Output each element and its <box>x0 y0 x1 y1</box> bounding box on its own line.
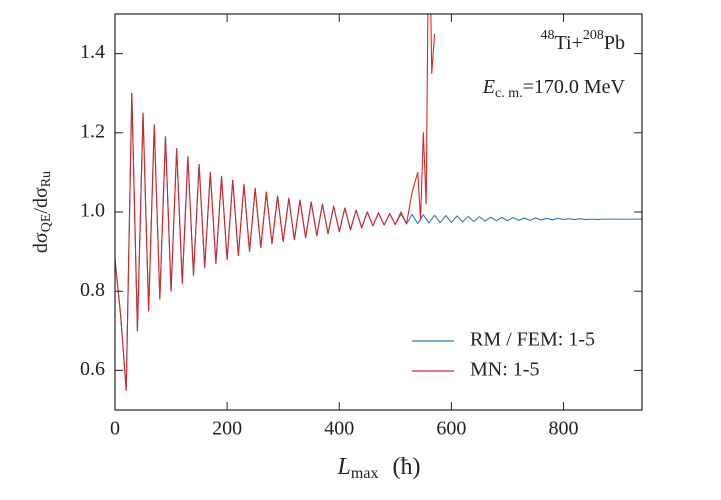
y-tick-label: 1.4 <box>80 41 105 63</box>
legend-label: RM / FEM: 1-5 <box>470 329 595 351</box>
y-tick-label: 0.8 <box>80 279 105 301</box>
x-tick-label: 800 <box>549 418 579 440</box>
annotation: 48Ti+208Pb <box>541 28 625 53</box>
y-axis-label: dσQE/dσRu <box>30 171 55 253</box>
plot-frame <box>114 13 643 411</box>
y-tick-label: 1.0 <box>80 200 105 222</box>
x-axis-label: Lmax (ħ) <box>337 454 421 482</box>
energy-annotation: Ec. m.=170.0 MeV <box>482 76 626 102</box>
y-tick-label: 1.2 <box>80 120 105 142</box>
x-tick-label: 200 <box>212 418 242 440</box>
x-tick-label: 600 <box>436 418 466 440</box>
legend-label: MN: 1-5 <box>470 359 539 381</box>
series-line <box>115 14 436 391</box>
x-tick-label: 0 <box>110 418 120 440</box>
x-tick-label: 400 <box>324 418 354 440</box>
y-tick-label: 0.6 <box>80 358 105 380</box>
plot-lines <box>115 14 642 391</box>
